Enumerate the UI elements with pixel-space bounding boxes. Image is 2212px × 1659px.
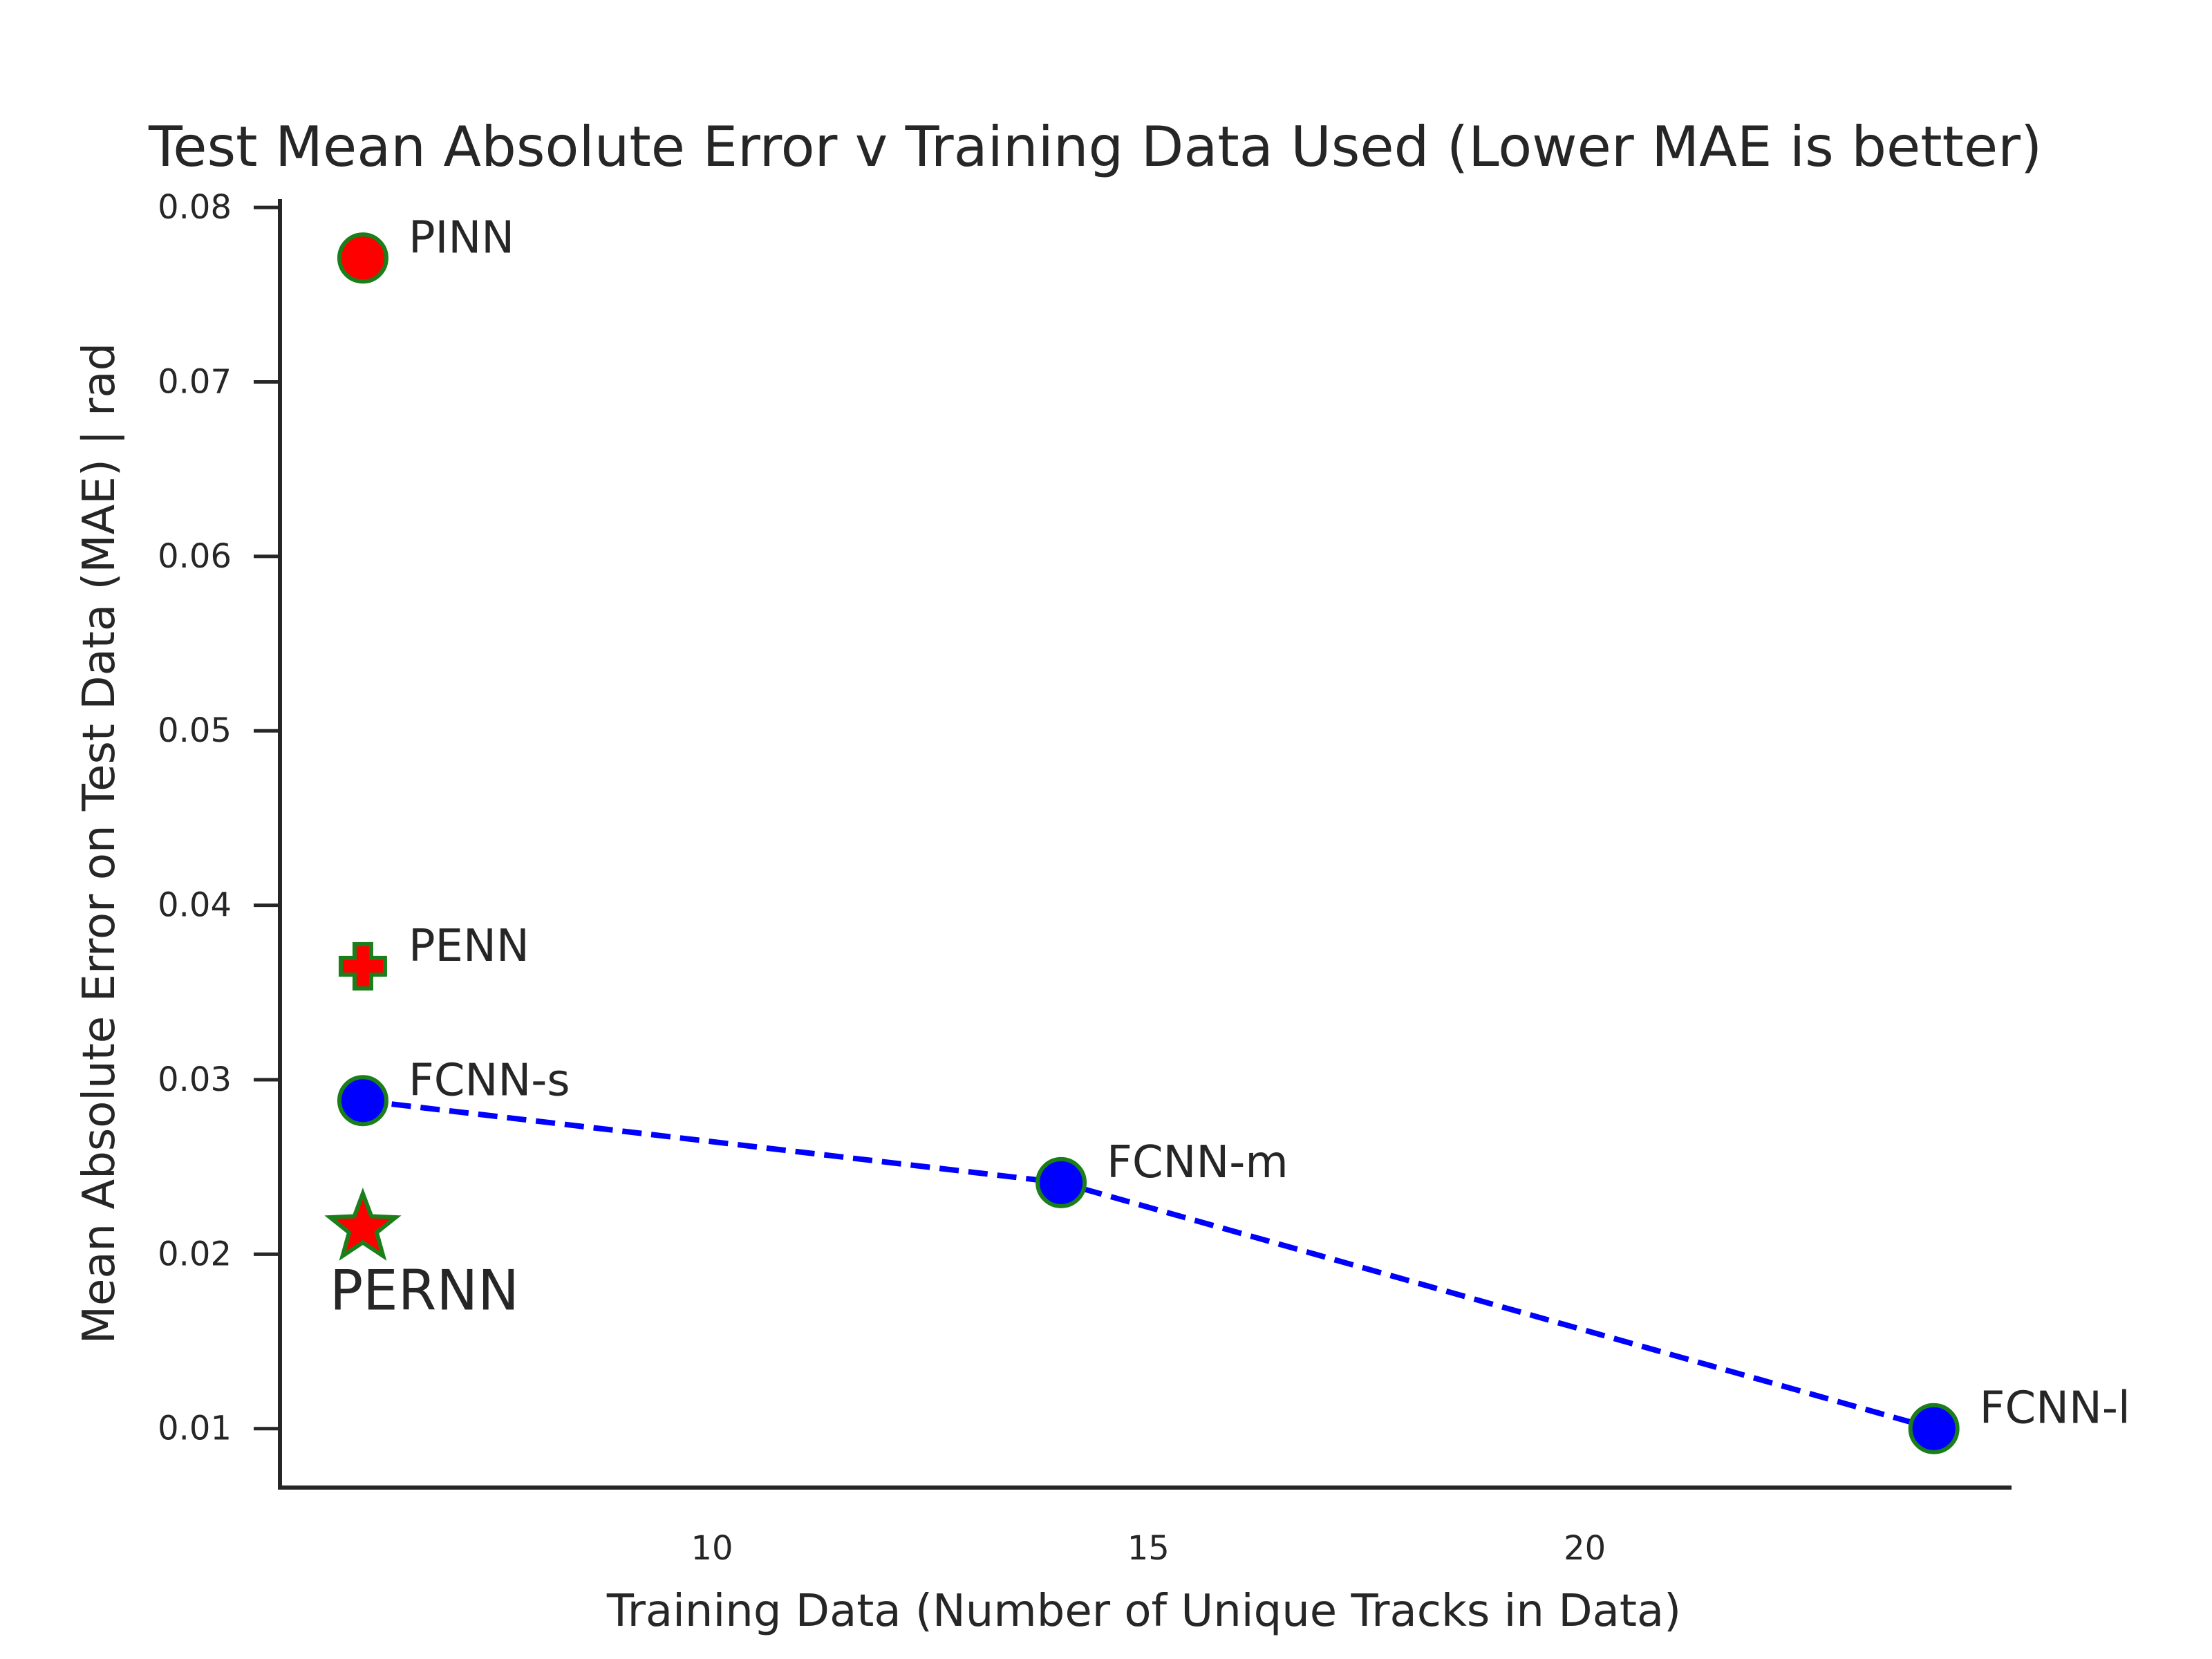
pinn-point [337,232,388,284]
penn-label: PENN [409,921,529,972]
pernn-point [324,1187,402,1261]
x-ticks: 10 15 20 [691,1529,1606,1568]
y-tick-label: 0.07 [158,362,232,401]
fcnn-m-label: FCNN-m [1107,1137,1288,1188]
fcnn-l-point [1908,1403,1960,1454]
y-tick-label: 0.03 [158,1060,232,1099]
y-axis-label: Mean Absolute Error on Test Data (MAE) |… [74,343,125,1344]
y-tick-label: 0.01 [158,1409,232,1448]
penn-point [338,941,387,991]
y-ticks: 0.01 0.02 0.03 0.04 0.05 0.06 0.07 0.08 [158,188,280,1448]
pernn-label: PERNN [330,1258,519,1322]
fcnn-s-point [337,1075,388,1127]
data-points [324,232,1960,1454]
fcnn-l-label: FCNN-l [1980,1383,2130,1434]
x-axis-label: Training Data (Number of Unique Tracks i… [606,1586,1681,1637]
y-tick-label: 0.06 [158,537,232,576]
point-labels: PINN PENN FCNN-s PERNN FCNN-m FCNN-l [330,212,2130,1434]
pinn-label: PINN [409,212,514,263]
chart-title: Test Mean Absolute Error v Training Data… [148,115,2042,179]
y-tick-label: 0.08 [158,188,232,227]
x-tick-label: 15 [1127,1529,1170,1568]
fcnn-m-point [1035,1156,1087,1208]
fcnn-s-label: FCNN-s [409,1055,570,1106]
x-tick-label: 20 [1564,1529,1606,1568]
y-tick-label: 0.02 [158,1235,232,1273]
y-tick-label: 0.04 [158,886,232,925]
y-tick-label: 0.05 [158,711,232,750]
x-tick-label: 10 [691,1529,733,1568]
